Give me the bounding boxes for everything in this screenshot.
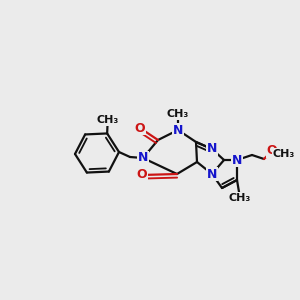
- Text: O: O: [267, 145, 277, 158]
- Text: O: O: [137, 169, 147, 182]
- Text: N: N: [207, 167, 217, 181]
- Text: N: N: [138, 152, 148, 164]
- Text: N: N: [207, 142, 217, 155]
- Text: CH₃: CH₃: [273, 149, 295, 159]
- Text: CH₃: CH₃: [229, 193, 251, 203]
- Text: CH₃: CH₃: [167, 109, 189, 119]
- Text: N: N: [232, 154, 242, 166]
- Text: O: O: [135, 122, 145, 134]
- Text: N: N: [173, 124, 183, 136]
- Text: CH₃: CH₃: [97, 115, 119, 125]
